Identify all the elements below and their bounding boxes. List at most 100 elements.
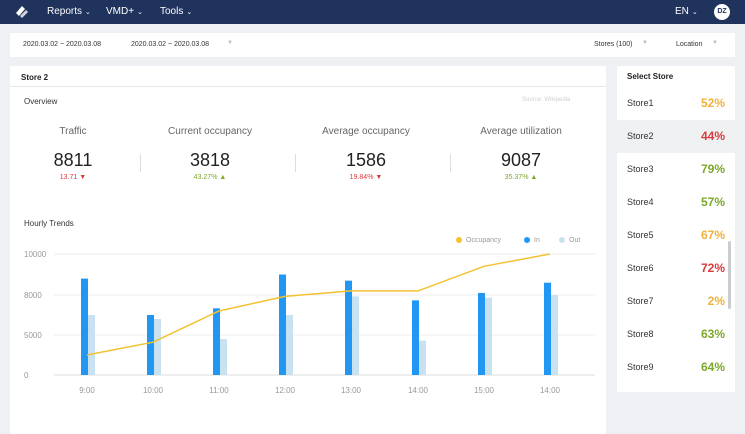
store-utilization: 72% <box>700 261 725 275</box>
x-tick-label: 14:00 <box>408 386 429 395</box>
x-tick-label: 11:00 <box>209 386 229 395</box>
store-name: Store1 <box>627 98 654 108</box>
trend-up-icon: ▲ <box>530 174 538 181</box>
language-label: EN <box>675 6 689 17</box>
bar-out <box>154 319 161 375</box>
avatar[interactable]: DZ <box>714 4 730 20</box>
store-list-item[interactable]: Store4 57% <box>617 186 735 219</box>
store-name: Store9 <box>627 362 654 372</box>
store-utilization: 2% <box>707 294 725 308</box>
store-utilization: 64% <box>700 360 725 374</box>
x-tick-label: 12:00 <box>275 386 296 395</box>
store-utilization: 57% <box>700 195 725 209</box>
store-name: Store5 <box>627 230 654 240</box>
store-list-item[interactable]: Store1 52% <box>617 87 735 120</box>
bar-in <box>213 308 220 375</box>
bar-in <box>279 274 286 375</box>
bar-out <box>286 315 293 375</box>
legend-item-in[interactable]: In <box>524 237 540 244</box>
store-list-item[interactable]: Store9 64% <box>617 351 735 384</box>
occupancy-line <box>86 253 551 356</box>
store-name: Store2 <box>627 131 654 141</box>
bar-in <box>412 300 419 375</box>
divider <box>450 154 451 172</box>
panel-title: Store 2 <box>21 73 49 82</box>
store-name: Store3 <box>627 164 654 174</box>
hourly-trends-chart: 0 5000 8000 10000 9:00 10:00 11:00 12:00 13:00 14… <box>24 250 595 395</box>
kpi-delta: 35.37% ▲ <box>451 174 591 181</box>
language-selector[interactable]: EN ⌄ <box>675 6 698 19</box>
location-dropdown[interactable]: Location <box>676 41 703 48</box>
bar-out <box>88 315 95 375</box>
kpi-delta: 13.71 ▼ <box>3 174 143 181</box>
stores-dropdown[interactable]: Stores (100) <box>594 41 633 48</box>
chevron-down-icon: ⌄ <box>137 9 143 16</box>
legend-label: In <box>534 237 540 244</box>
trend-down-icon: ▼ <box>375 174 383 181</box>
store-list-item[interactable]: Store5 67% <box>617 219 735 252</box>
y-tick-label: 5000 <box>24 331 42 340</box>
kpi-label: Traffic <box>59 126 87 137</box>
x-tick-label: 9:00 <box>79 386 95 395</box>
trend-down-icon: ▼ <box>79 174 87 181</box>
chevron-down-icon: ⌄ <box>691 9 698 16</box>
store-utilization: 52% <box>700 96 725 110</box>
date-range-picker[interactable]: 2020.03.02 ~ 2020.03.08 <box>131 41 210 48</box>
kpi-delta-value: 19.84% <box>349 174 374 181</box>
store-utilization: 44% <box>700 129 725 143</box>
panel-header: Store 2 <box>10 66 606 87</box>
kpi-label: Average utilization <box>480 126 562 137</box>
store-list-item[interactable]: Store2 44% <box>617 120 735 153</box>
divider <box>140 154 141 172</box>
store-name: Store4 <box>627 197 654 207</box>
legend-item-occupancy[interactable]: Occupancy <box>456 237 501 244</box>
legend-label: Occupancy <box>466 237 502 244</box>
store-name: Store7 <box>627 296 654 306</box>
bar-out <box>352 296 359 375</box>
store-name: Store8 <box>627 329 654 339</box>
divider <box>295 154 296 172</box>
caret-down-icon[interactable]: ▼ <box>712 40 718 46</box>
store-detail-panel: Store 2 Overview Source: Wikipedia Traff… <box>10 66 606 434</box>
caret-down-icon[interactable]: ▼ <box>642 40 648 46</box>
kpi-value: 3818 <box>189 150 231 170</box>
caret-down-icon[interactable]: ▼ <box>227 40 233 46</box>
x-tick-label: 14:00 <box>540 386 561 395</box>
kpi-value: 8811 <box>53 150 93 170</box>
nav-menu-label: Tools <box>160 6 184 17</box>
store-list-item[interactable]: Store8 63% <box>617 318 735 351</box>
source-note: Source: Wikipedia <box>522 97 571 103</box>
y-tick-label: 8000 <box>24 291 42 300</box>
legend-dot-icon <box>456 237 462 243</box>
hourly-trends-title: Hourly Trends <box>24 219 74 228</box>
store-list-item[interactable]: Store6 72% <box>617 252 735 285</box>
select-store-panel: Select Store Store1 52% Store2 44% Store3 79%… <box>617 66 735 392</box>
date-range-display[interactable]: 2020.03.02 ~ 2020.03.08 <box>23 41 102 48</box>
y-tick-label: 10000 <box>24 250 47 259</box>
bar-out <box>419 340 426 375</box>
bar-in <box>345 280 352 375</box>
store-list-item[interactable]: Store3 79% <box>617 153 735 186</box>
kpi-delta-value: 35.37% <box>504 174 529 181</box>
store-list-item[interactable]: Store7 2% <box>617 285 735 318</box>
nav-menu-tools[interactable]: Tools ⌄ <box>160 6 192 19</box>
legend-dot-icon <box>524 237 530 243</box>
store-utilization: 67% <box>700 228 725 242</box>
kpi-delta-value: 43.27% <box>193 174 218 181</box>
chevron-down-icon: ⌄ <box>85 9 91 16</box>
y-tick-label: 0 <box>24 371 29 380</box>
scrollbar[interactable] <box>728 241 731 309</box>
bar-in <box>147 315 154 375</box>
overview-title: Overview <box>24 97 58 106</box>
legend-label: Out <box>569 237 581 244</box>
legend-item-out[interactable]: Out <box>559 237 580 244</box>
nav-menu-reports[interactable]: Reports ⌄ <box>47 6 91 19</box>
kpi-label: Average occupancy <box>322 126 410 137</box>
store-name: Store6 <box>627 263 654 273</box>
nav-menu-vmd[interactable]: VMD+ ⌄ <box>106 6 143 19</box>
legend-dot-icon <box>559 237 565 243</box>
logo-icon[interactable] <box>14 4 30 20</box>
x-tick-label: 15:00 <box>474 386 495 395</box>
bar-out <box>220 339 227 375</box>
bar-out <box>485 297 492 375</box>
